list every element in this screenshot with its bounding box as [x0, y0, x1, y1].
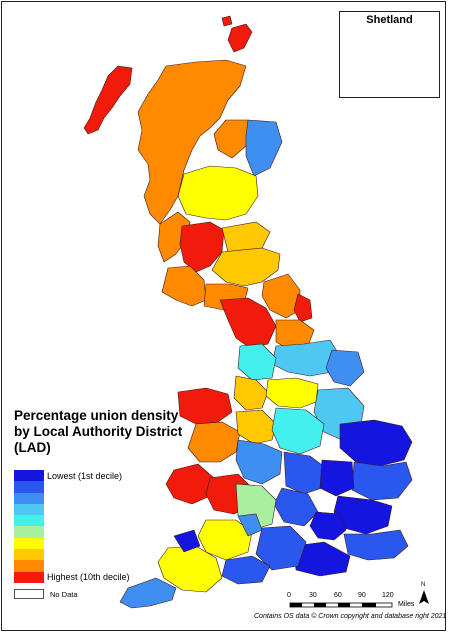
legend-item: [14, 549, 130, 561]
region-glasgow: [179, 221, 225, 273]
legend-swatch: [14, 560, 44, 572]
legend-no-data: No Data: [14, 589, 78, 599]
scale-tick-label: 120: [382, 592, 394, 599]
legend-item: [14, 526, 130, 538]
region-cambs: [319, 459, 355, 497]
region-sussex: [293, 541, 351, 577]
region-suffolk: [351, 461, 413, 501]
region-merseyside: [233, 375, 269, 411]
scale-tick-label: 30: [309, 592, 317, 599]
no-data-label: No Data: [50, 589, 78, 599]
legend-swatch: [14, 549, 44, 561]
region-devon: [157, 545, 223, 593]
region-mid-wales: [187, 421, 241, 463]
inset-title: Shetland: [366, 14, 413, 26]
legend-swatch: [14, 481, 44, 493]
legend-item: Highest (10th decile): [14, 571, 130, 583]
legend-title: Percentage union density by Local Author…: [14, 408, 183, 455]
attribution: Contains OS data © Crown copyright and d…: [254, 613, 447, 620]
region-orkney-small: [221, 15, 233, 27]
legend-swatch: [14, 526, 44, 538]
region-cornwall: [119, 577, 177, 609]
region-kent: [343, 529, 409, 561]
scale-tick-label: 0: [287, 592, 291, 599]
legend-swatch: [14, 537, 44, 550]
legend-item: [14, 560, 130, 572]
region-leics: [283, 451, 327, 495]
region-ayrshire: [161, 265, 207, 307]
legend-item: [14, 503, 130, 516]
legend-item: [14, 537, 130, 550]
region-highlands: [137, 59, 247, 225]
region-cheshire: [235, 409, 277, 445]
region-orkney: [227, 23, 253, 53]
region-hampshire: [255, 525, 307, 571]
legend-swatch: [14, 470, 44, 482]
scale-tick-label: 60: [334, 592, 342, 599]
legend-swatch: [14, 492, 44, 504]
region-somerset: [197, 519, 253, 561]
shetland-inset: Shetland: [339, 11, 440, 98]
region-east-riding: [325, 349, 365, 387]
scale-bar: [289, 602, 393, 608]
region-borders: [211, 247, 281, 287]
region-moray: [213, 119, 249, 159]
region-west-yorks: [265, 377, 319, 409]
region-west-midlands: [235, 439, 283, 485]
region-plymouth: [173, 529, 201, 553]
region-norfolk: [339, 419, 413, 467]
north-label: N: [421, 582, 426, 588]
region-north-wales: [177, 387, 233, 425]
legend-label: Lowest (1st decile): [47, 470, 123, 481]
region-aberdeenshire: [245, 119, 283, 177]
region-oxford: [273, 487, 319, 527]
north-arrow-icon: [419, 590, 429, 604]
region-east-midlands: [271, 407, 325, 455]
legend-label: Highest (10th decile): [47, 572, 130, 583]
region-northumberland: [261, 273, 301, 319]
scale-units: Miles: [398, 601, 415, 608]
region-lancashire: [237, 343, 277, 381]
region-london: [309, 511, 347, 541]
legend-item: Lowest (1st decile): [14, 470, 130, 482]
region-west-wales: [165, 463, 215, 505]
region-cumbria: [219, 297, 277, 349]
region-perth: [177, 165, 259, 221]
legend-item: [14, 481, 130, 493]
legend-item: [14, 515, 130, 527]
scale-tick-label: 90: [358, 592, 366, 599]
region-dorset: [221, 555, 271, 585]
region-bristol: [237, 513, 263, 537]
legend: Lowest (1st decile) Highest (10th decile…: [14, 470, 130, 583]
legend-swatch: [14, 503, 44, 516]
region-tyne-wear: [293, 293, 313, 323]
legend-swatch: [14, 571, 44, 583]
legend-swatch: [14, 515, 44, 527]
legend-item: [14, 492, 130, 504]
no-data-swatch: [14, 589, 44, 599]
region-outer-hebrides: [83, 65, 133, 135]
